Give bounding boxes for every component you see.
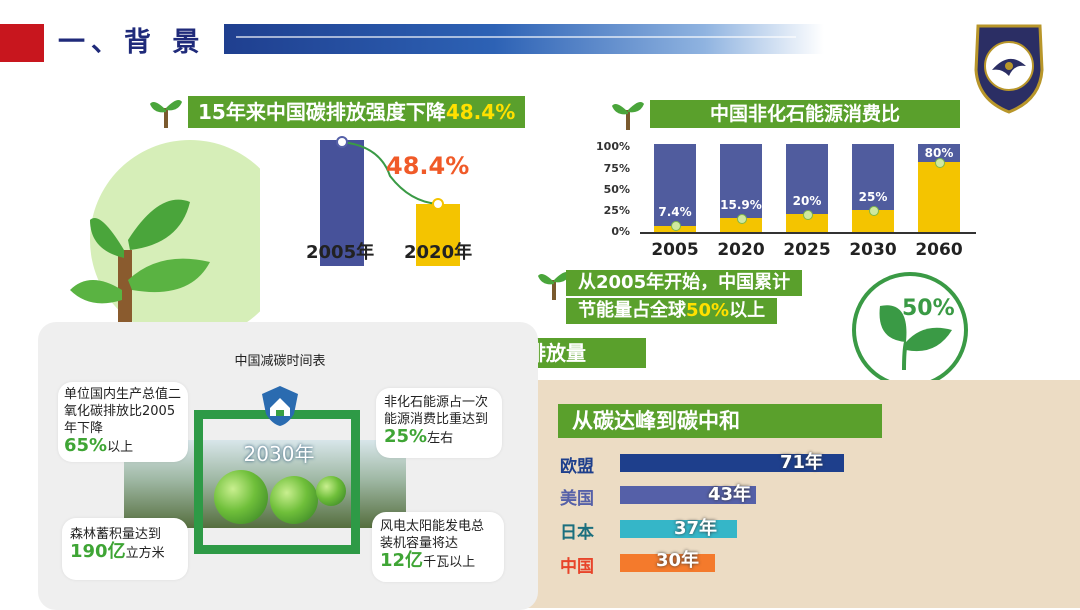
nonfossil-share-fill xyxy=(720,218,762,232)
country-label-eu: 欧盟 xyxy=(560,457,594,477)
bar-2005 xyxy=(320,140,364,266)
card-value: 190亿 xyxy=(70,541,126,562)
years-label-eu: 71年 xyxy=(780,452,824,473)
savings-badge-label: 50% xyxy=(902,296,955,321)
globe-icon xyxy=(214,470,268,524)
x-tick-label: 2030 xyxy=(849,240,897,260)
y-tick: 25% xyxy=(603,204,630,217)
y-tick: 50% xyxy=(603,183,630,196)
sprout-icon xyxy=(150,100,182,128)
card-value: 12亿 xyxy=(380,550,424,571)
column-marker xyxy=(803,210,813,221)
card-unit: 千瓦以上 xyxy=(423,555,476,570)
intensity-banner-text: 15年来中国碳排放强度下降 xyxy=(198,100,446,124)
column-marker xyxy=(671,221,681,232)
card-value: 65% xyxy=(64,435,108,456)
x-tick-label: 2060 xyxy=(915,240,963,260)
intensity-banner-highlight: 48.4% xyxy=(445,100,516,124)
column-marker xyxy=(869,206,879,216)
hbar-eu xyxy=(620,454,844,472)
stacked-column xyxy=(918,144,960,232)
hbar-jp xyxy=(620,520,737,538)
nonfossil-share-fill xyxy=(786,214,828,232)
card-text: 非化石能源占一次能源消费比重达到 xyxy=(384,395,489,427)
timeline-card-renewables: 风电太阳能发电总装机容量将达 12亿千瓦以上 xyxy=(372,512,504,582)
card-value: 25% xyxy=(384,426,428,447)
column-marker xyxy=(935,157,945,168)
card-text: 风电太阳能发电总装机容量将达 xyxy=(380,519,485,551)
decline-line xyxy=(336,136,444,210)
x-tick-label: 2020 xyxy=(717,240,765,260)
globe-icon xyxy=(270,476,318,524)
year-2020-label: 2020年 xyxy=(404,242,473,263)
card-text: 森林蓄积量达到 xyxy=(70,527,162,542)
years-label-us: 43年 xyxy=(708,484,752,505)
stacked-column xyxy=(852,144,894,232)
savings-banner-line2: 节能量占全球50%以上 xyxy=(566,298,778,324)
x-tick-label: 2025 xyxy=(783,240,831,260)
savings-highlight: 50% xyxy=(686,300,730,321)
column-value-label: 25% xyxy=(858,190,888,204)
country-label-cn: 中国 xyxy=(560,557,594,577)
sprout-icon xyxy=(612,102,644,130)
savings-banner-line1: 从2005年开始，中国累计 xyxy=(566,270,803,296)
timeline-card-nonfossil: 非化石能源占一次能源消费比重达到25%左右 xyxy=(376,388,502,458)
header-bar-line xyxy=(236,36,796,38)
hbar-us xyxy=(620,486,756,504)
country-label-us: 美国 xyxy=(560,489,594,509)
years-label-jp: 37年 xyxy=(674,518,718,539)
column-marker xyxy=(737,214,747,224)
year-2005-label: 2005年 xyxy=(306,242,375,263)
house-shield-icon xyxy=(262,386,298,426)
timeline-card-carbon-intensity: 单位国内生产总值二氧化碳排放比2005年下降 65%以上 xyxy=(58,382,188,462)
header-gradient-bar xyxy=(224,24,824,54)
card-text: 单位国内生产总值二氧化碳排放比2005年下降 xyxy=(64,387,182,436)
savings-text: 节能量占全球 xyxy=(578,300,686,321)
country-label-jp: 日本 xyxy=(560,523,594,543)
hbar-cn xyxy=(620,554,715,572)
timeline-title: 中国减碳时间表 xyxy=(234,354,326,369)
peak-banner: 从碳达峰到碳中和 xyxy=(558,404,882,438)
nonfossil-banner: 中国非化石能源消费比 xyxy=(650,100,960,128)
y-tick: 0% xyxy=(611,225,630,238)
header-red-block xyxy=(0,24,44,62)
bar-2020 xyxy=(416,204,460,266)
column-value-label: 20% xyxy=(792,194,822,209)
plant-illustration xyxy=(70,140,260,340)
police-badge-logo xyxy=(974,24,1044,114)
column-value-label: 15.9% xyxy=(720,198,762,212)
nonfossil-share-fill xyxy=(852,210,894,232)
card-unit: 立方米 xyxy=(125,546,165,561)
card-unit: 左右 xyxy=(427,431,454,446)
timeline-year-label: 2030年 xyxy=(243,442,315,466)
timeline-card-forest: 森林蓄积量达到 190亿立方米 xyxy=(62,518,188,580)
x-tick-label: 2005 xyxy=(651,240,699,260)
column-value-label: 7.4% xyxy=(658,205,692,220)
savings-text-post: 以上 xyxy=(729,300,766,321)
y-tick: 75% xyxy=(603,162,630,175)
globe-icon xyxy=(316,476,346,506)
nonfossil-share-fill xyxy=(918,161,960,232)
column-value-label: 80% xyxy=(924,146,954,160)
section-title: 一、背 景 xyxy=(58,27,206,58)
years-label-cn: 30年 xyxy=(656,550,700,571)
card-unit: 以上 xyxy=(107,440,134,455)
intensity-banner: 15年来中国碳排放强度下降48.4% xyxy=(188,96,526,128)
y-tick: 100% xyxy=(596,140,630,153)
x-axis-line xyxy=(640,232,976,234)
intensity-drop-label: 48.4% xyxy=(386,152,470,180)
leaf-circle-icon xyxy=(852,272,968,388)
